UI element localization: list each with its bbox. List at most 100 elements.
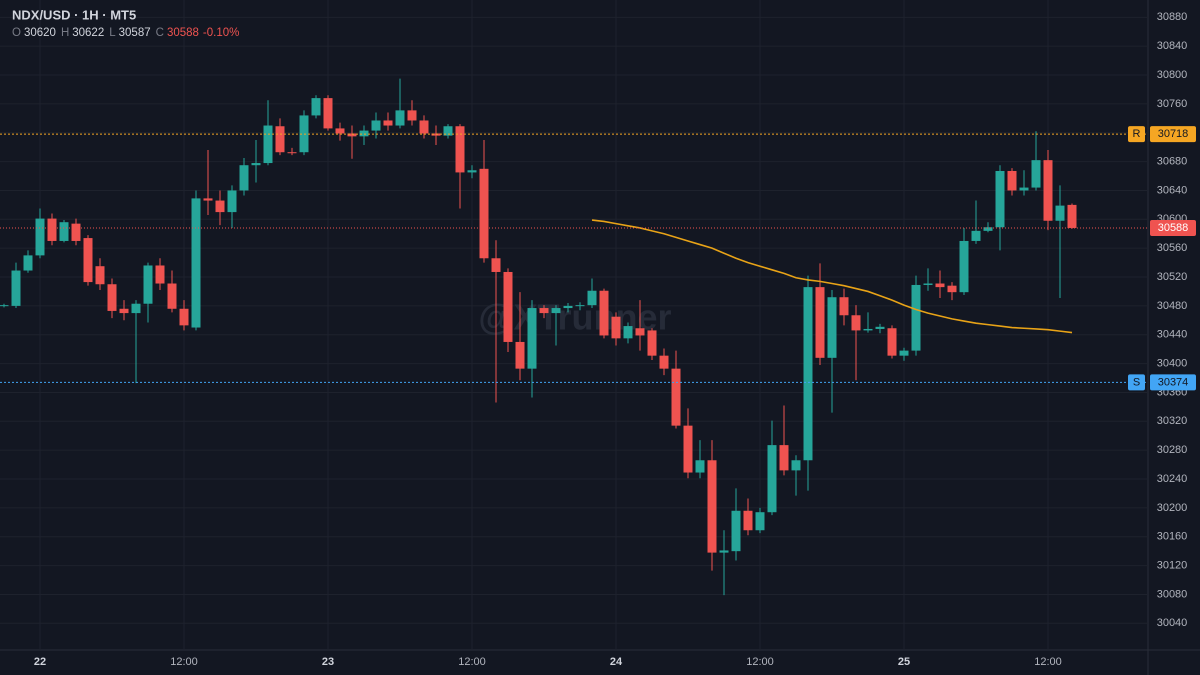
level-price-box [1150, 126, 1196, 143]
candle-body [743, 510, 753, 531]
candle-body [539, 308, 549, 314]
x-tick-label: 12:00 [458, 656, 486, 668]
y-tick-label: 30120 [1157, 560, 1188, 572]
candle-body [851, 315, 861, 331]
y-tick-label: 30160 [1157, 531, 1188, 543]
candle-body [107, 284, 117, 311]
ohlc-key: C [156, 27, 164, 39]
y-tick-label: 30840 [1157, 40, 1188, 52]
candle-body [527, 308, 537, 369]
y-tick-label: 30080 [1157, 588, 1188, 600]
y-tick-label: 30520 [1157, 271, 1188, 283]
candle-body [827, 297, 837, 358]
chart-title: NDX/USD · 1H · MT5 [12, 7, 136, 22]
candle-body [323, 98, 333, 129]
y-tick-label: 30880 [1157, 11, 1188, 23]
candle-body [395, 110, 405, 126]
candle-body [59, 222, 69, 241]
candle-body [899, 350, 909, 356]
ohlc-legend: O 30620 H 30622 L 30587 C 30588 -0.10% [12, 27, 239, 39]
candle-body [35, 218, 45, 256]
candle-body [455, 126, 465, 173]
candle-body [263, 125, 273, 164]
candle-body [923, 283, 933, 285]
y-tick-label: 30560 [1157, 242, 1188, 254]
y-tick-label: 30800 [1157, 69, 1188, 81]
ohlc-value: 30620 [24, 27, 56, 39]
candle-body [371, 120, 381, 131]
candle-body [467, 170, 477, 173]
candle-body [911, 284, 921, 351]
candle-body [731, 510, 741, 552]
candle-body [707, 460, 717, 553]
x-tick-label: 12:00 [170, 656, 198, 668]
y-tick-label: 30240 [1157, 473, 1188, 485]
candle-body [887, 328, 897, 356]
candle-body [179, 308, 189, 326]
candle-body [599, 290, 609, 336]
candle-body [575, 305, 585, 307]
candle-body [419, 120, 429, 134]
x-tick-label: 12:00 [1034, 656, 1062, 668]
candle-body [611, 316, 621, 339]
candle-body [287, 152, 297, 154]
candle-body [335, 128, 345, 134]
candle-body [407, 110, 417, 121]
y-tick-label: 30200 [1157, 502, 1188, 514]
ohlc-value: 30622 [72, 27, 104, 39]
last-price-label: 30588 [1158, 222, 1189, 234]
candle-body [755, 512, 765, 531]
y-tick-label: 30400 [1157, 358, 1188, 370]
candle-body [503, 271, 513, 342]
candle-body [935, 283, 945, 288]
candle-body [767, 445, 777, 513]
candle-body [515, 341, 525, 369]
candle-body [383, 120, 393, 126]
level-price: 30374 [1158, 376, 1189, 388]
ohlc-key: O [12, 27, 21, 39]
candle-body [971, 230, 981, 241]
y-tick-label: 30440 [1157, 329, 1188, 341]
candle-body [1007, 170, 1017, 191]
candle-body [239, 165, 249, 191]
ohlc-key: H [61, 27, 69, 39]
candle-body [443, 126, 453, 136]
candle-body [995, 170, 1005, 228]
candle-body [311, 98, 321, 116]
candle-body [959, 240, 969, 293]
candle-body [983, 227, 993, 231]
candle-body [359, 130, 369, 137]
candle-body [791, 460, 801, 471]
level-tag: S [1133, 376, 1140, 388]
candle-body [647, 330, 657, 356]
x-tick-label: 23 [322, 656, 334, 668]
candle-body [191, 198, 201, 328]
y-tick-label: 30760 [1157, 98, 1188, 110]
candle-body [491, 258, 501, 272]
candle-body [947, 285, 957, 293]
candle-body [635, 328, 645, 336]
candle-body [1067, 204, 1077, 228]
candle-body [671, 368, 681, 426]
x-tick-label: 24 [610, 656, 623, 668]
candle-body [659, 355, 669, 369]
candle-body [803, 287, 813, 461]
candle-body [203, 198, 213, 201]
candle-body [227, 190, 237, 213]
x-tick-label: 12:00 [746, 656, 774, 668]
candle-body [83, 238, 93, 283]
candle-body [95, 266, 105, 285]
candle-body [167, 283, 177, 309]
change-label: -0.10% [203, 27, 239, 39]
candle-body [695, 460, 705, 473]
candle-body [683, 425, 693, 473]
candle-body [875, 326, 885, 329]
candle-body [251, 163, 261, 166]
y-tick-label: 30640 [1157, 184, 1188, 196]
candle-body [143, 265, 153, 304]
candle-body [479, 168, 489, 259]
level-price: 30718 [1158, 128, 1189, 140]
candle-body [839, 297, 849, 316]
ohlc-key: L [109, 27, 116, 39]
